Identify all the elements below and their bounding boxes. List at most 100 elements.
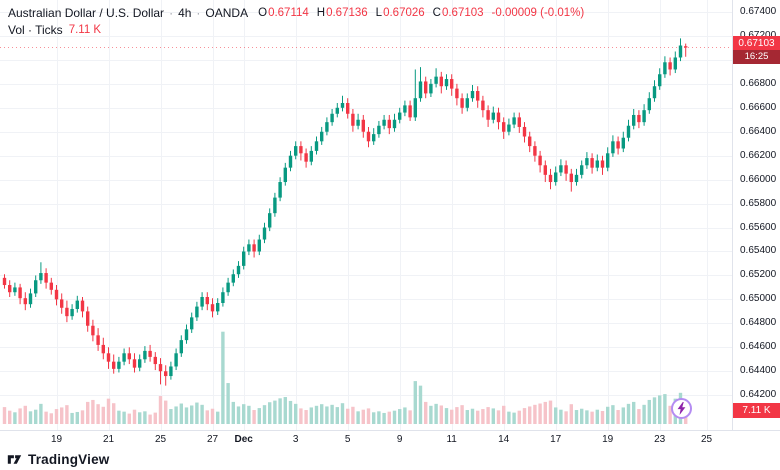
tradingview-logo-link[interactable]: TradingView [6,451,109,468]
volume-bar [387,411,391,424]
volume-bar [460,405,464,424]
volume-bar [564,411,568,424]
volume-bar [44,411,48,424]
candle [678,38,683,62]
volume-bar [465,410,469,424]
candle [450,74,454,96]
volume-bar [179,403,183,424]
high-value: 0.67136 [326,7,368,19]
candle [533,141,537,162]
candle [476,86,480,108]
candle [502,117,506,139]
candle [226,277,230,296]
volume-bar [18,408,22,424]
candle [366,126,371,148]
volume-bar [325,406,329,424]
candle [606,147,610,172]
candle [34,275,38,298]
volume-bar [226,383,230,424]
high-label: H [316,7,326,19]
volume-bar [663,394,667,424]
candle [153,352,157,371]
volume-bar [39,403,43,424]
candle [195,301,199,321]
candle [283,162,287,186]
candle [663,56,667,78]
candle [403,100,407,117]
tradingview-logo-icon [7,455,22,464]
candle [652,80,657,102]
time-tick-label: 19 [50,434,63,445]
candle [70,304,74,320]
venue-label[interactable]: OANDA [205,6,249,20]
time-tick-label: 11 [446,434,457,445]
price-tick-label: 0.65400 [740,245,777,257]
volume-bar [335,407,339,424]
price-tick-label: 0.66800 [740,77,777,89]
candle [455,83,459,106]
candle [616,136,620,155]
volume-bar [580,408,584,424]
candle [522,122,527,143]
candle [2,274,7,289]
volume-bar [595,409,599,424]
volume-indicator-name[interactable]: Vol · Ticks [8,23,63,37]
chart-canvas[interactable] [0,0,732,430]
volume-bar [647,399,651,424]
candle [632,108,636,130]
candle [496,107,501,130]
volume-indicator-row[interactable]: Vol · Ticks 7.11 K [8,23,584,38]
low-value: 0.67026 [383,7,425,19]
candle [580,160,584,179]
brand-name: TradingView [28,452,110,467]
candle [543,160,547,183]
candle [408,100,412,121]
candle [564,160,568,181]
candle [299,141,303,161]
quick-action-button[interactable] [671,398,692,419]
symbol-title[interactable]: Australian Dollar / U.S. Dollar [8,6,165,20]
volume-bar [372,412,376,424]
candle [80,297,85,318]
candle [673,51,677,74]
volume-bar [60,407,64,424]
symbol-row[interactable]: Australian Dollar / U.S. Dollar · 4h · O… [8,6,584,21]
price-tick-label: 0.64600 [740,341,777,353]
candle [247,239,251,256]
candle [75,295,79,313]
candle [236,261,241,278]
volume-bar [288,400,293,424]
low-label: L [375,7,383,19]
candle [559,159,563,177]
candle [231,269,235,287]
candle [242,246,246,270]
candle [413,69,417,121]
volume-bar [429,405,433,424]
candle [221,287,225,307]
volume-bar [470,408,475,424]
volume-bar [262,405,267,424]
volume-bar [476,410,480,424]
volume-bar [652,397,657,424]
candle [39,262,43,284]
time-axis[interactable]: 19 21 25 27 Dec 3 5 9 11 14 17 19 23 25 [0,430,780,449]
candle [101,337,105,360]
volume-bar [205,410,209,424]
interval-label[interactable]: 4h [178,6,192,20]
volume-bar [517,410,521,424]
volume-bar [190,405,194,424]
price-axis[interactable]: 0.67103 16:25 7.11 K 0.674000.672000.670… [732,0,780,430]
candle [439,71,443,94]
price-tick-label: 0.66000 [740,173,777,185]
candle [418,67,423,102]
candle [387,114,391,135]
volume-bar [153,412,157,424]
volume-bar [450,409,454,424]
volume-bar [148,414,152,424]
volume-bar [626,403,631,424]
volume-bar [86,401,90,424]
candle [585,152,589,169]
candle [18,283,22,305]
time-tick-label: 5 [344,434,351,445]
